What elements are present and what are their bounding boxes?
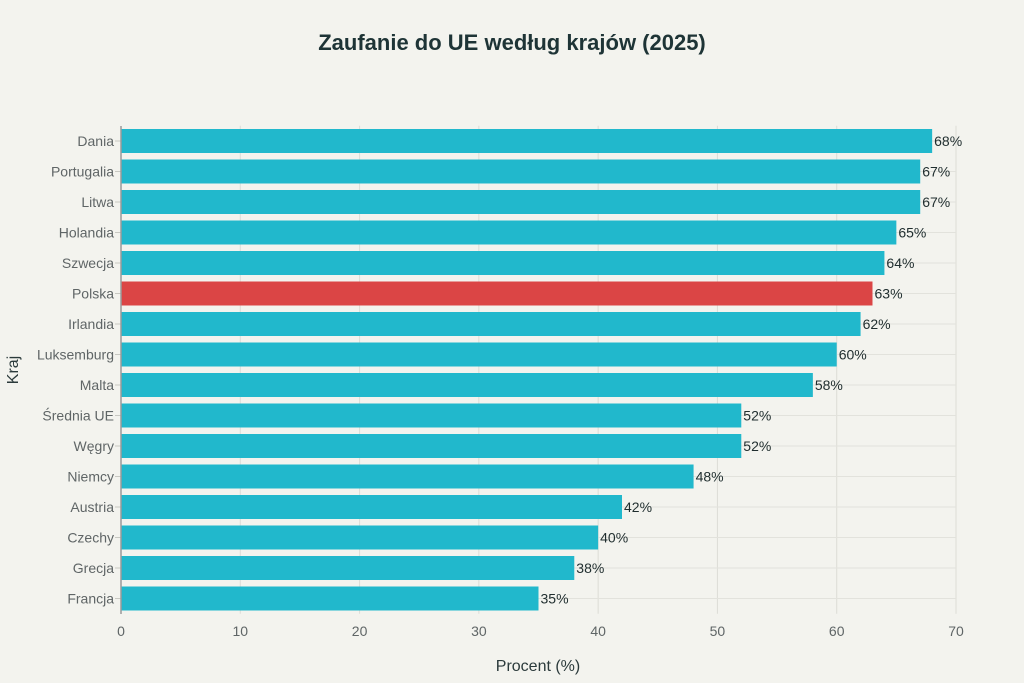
data-label: 38% — [576, 560, 604, 576]
bar-default — [121, 434, 742, 458]
data-label: 60% — [839, 347, 867, 363]
data-label: 42% — [624, 499, 652, 515]
y-axis-label: Kraj — [5, 356, 22, 384]
category-label: Niemcy — [67, 469, 114, 485]
category-label: Holandia — [59, 225, 114, 241]
data-label: 68% — [934, 133, 962, 149]
data-label: 67% — [922, 194, 950, 210]
bar-default — [121, 220, 897, 245]
chart-title: Zaufanie do UE według krajów (2025) — [318, 30, 706, 55]
data-label: 65% — [898, 225, 926, 241]
category-label: Luksemburg — [37, 347, 114, 363]
category-label: Węgry — [74, 438, 114, 454]
category-label: Francja — [67, 591, 114, 607]
category-label: Irlandia — [68, 316, 114, 332]
category-label: Szwecja — [62, 255, 114, 271]
data-label: 64% — [886, 255, 914, 271]
category-label: Austria — [70, 499, 114, 515]
bar-default — [121, 586, 539, 611]
bar-default — [121, 525, 599, 550]
x-tick-label: 60 — [829, 623, 845, 639]
x-tick-label: 30 — [471, 623, 487, 639]
data-label: 35% — [541, 591, 569, 607]
bar-default — [121, 403, 742, 428]
bar-default — [121, 159, 921, 184]
category-label: Malta — [80, 377, 114, 393]
bar-default — [121, 312, 861, 336]
bar-default — [121, 464, 694, 489]
bar-default — [121, 495, 622, 519]
data-label: 52% — [743, 438, 771, 454]
category-label: Dania — [77, 133, 114, 149]
bar-default — [121, 129, 933, 153]
bar-default — [121, 342, 837, 367]
data-label: 48% — [696, 469, 724, 485]
x-axis-label: Procent (%) — [496, 658, 580, 675]
category-label: Litwa — [81, 194, 114, 210]
bar-default — [121, 251, 885, 275]
bar-highlight — [121, 281, 873, 306]
bar-default — [121, 373, 813, 397]
category-label: Grecja — [73, 560, 114, 576]
data-label: 58% — [815, 377, 843, 393]
category-label: Średnia UE — [42, 407, 114, 424]
x-tick-label: 40 — [590, 623, 606, 639]
category-label: Portugalia — [51, 164, 114, 180]
x-tick-label: 0 — [117, 623, 125, 639]
data-label: 67% — [922, 164, 950, 180]
bar-default — [121, 556, 575, 580]
data-label: 52% — [743, 408, 771, 424]
data-label: 62% — [863, 316, 891, 332]
category-label: Polska — [72, 286, 114, 302]
data-label: 40% — [600, 530, 628, 546]
bar-default — [121, 190, 921, 214]
data-label: 63% — [875, 286, 903, 302]
x-tick-label: 70 — [948, 623, 964, 639]
category-label: Czechy — [67, 530, 114, 546]
x-tick-label: 10 — [232, 623, 248, 639]
x-tick-label: 50 — [710, 623, 726, 639]
x-tick-label: 20 — [352, 623, 368, 639]
